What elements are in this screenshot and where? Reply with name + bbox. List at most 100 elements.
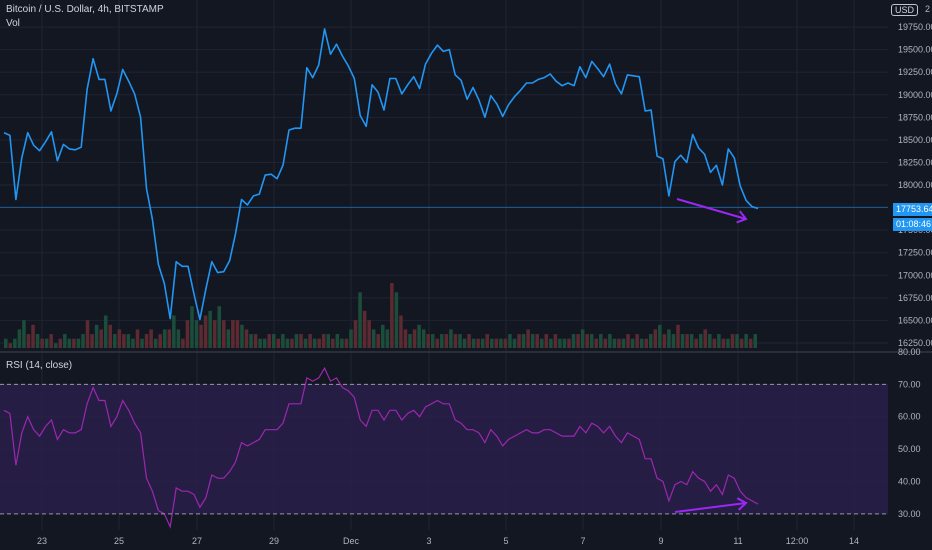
- volume-bar: [76, 338, 81, 348]
- volume-bar: [694, 338, 698, 348]
- volume-bar: [621, 338, 626, 348]
- volume-bar: [226, 329, 231, 348]
- price-arrow-head: [736, 210, 748, 224]
- volume-bar: [444, 334, 449, 348]
- volume-bar: [549, 338, 553, 348]
- volume-bar: [235, 320, 240, 348]
- volume-bar: [535, 334, 539, 348]
- rsi-line: [3, 366, 759, 529]
- volume-bar: [612, 338, 617, 348]
- volume-bar: [585, 334, 589, 348]
- volume-bar: [753, 334, 757, 348]
- volume-bar: [403, 329, 408, 348]
- volume-bar: [462, 338, 467, 348]
- volume-bar: [299, 334, 303, 348]
- volume-bar: [49, 334, 53, 348]
- volume-bar: [471, 338, 476, 348]
- volume-bar: [430, 334, 435, 348]
- volume-bar: [276, 338, 281, 348]
- volume-bar: [162, 329, 167, 348]
- volume-bar: [558, 338, 562, 348]
- volume-bar: [608, 334, 612, 348]
- volume-bar: [103, 315, 108, 348]
- volume-bar: [371, 329, 376, 348]
- volume-bar: [31, 324, 35, 348]
- currency-button[interactable]: USD: [890, 4, 918, 16]
- volume-bar: [81, 334, 85, 348]
- volume-bar: [639, 338, 644, 348]
- volume-bar: [217, 306, 222, 348]
- volume-bar: [553, 334, 558, 348]
- volume-bar: [58, 338, 63, 348]
- volume-bar: [539, 338, 544, 348]
- volume-bar: [508, 334, 512, 348]
- volume-bar: [735, 334, 739, 348]
- volume-bar: [281, 334, 285, 348]
- rsi-series: [3, 366, 759, 529]
- volume-bar: [635, 334, 639, 348]
- volume-bar: [249, 334, 253, 348]
- price-tick-label: 16250.00: [898, 338, 932, 348]
- volume-bar: [517, 334, 521, 348]
- volume-bar: [153, 338, 158, 348]
- volume-bar: [194, 320, 199, 348]
- volume-bar: [680, 334, 685, 348]
- volume-bar: [435, 338, 440, 348]
- volume-bar: [503, 338, 508, 348]
- volume-bar: [113, 334, 117, 348]
- rsi-tick-label: 30.00: [898, 509, 921, 519]
- volume-bar: [253, 334, 258, 348]
- price-tick-label: 17000.00: [898, 270, 932, 280]
- price-arrow: [676, 198, 747, 220]
- volume-bar: [285, 338, 290, 348]
- volume-bar: [208, 310, 212, 348]
- rsi-legend[interactable]: RSI (14, close): [6, 360, 73, 371]
- volume-bar: [290, 338, 294, 348]
- rsi-tick-label: 40.00: [898, 476, 921, 486]
- volume-bar: [676, 324, 680, 348]
- volume-bar: [212, 320, 217, 348]
- volume-bar: [4, 338, 8, 348]
- volume-bar: [671, 334, 676, 348]
- last-price-tag: 17753.64: [893, 203, 932, 216]
- volume-bar: [667, 329, 671, 348]
- volume-bar: [117, 329, 122, 348]
- volume-bar: [476, 338, 480, 348]
- volume-bar: [408, 334, 412, 348]
- volume-bar: [394, 292, 399, 348]
- rsi-level-lines: [0, 383, 888, 515]
- volume-bar: [26, 334, 31, 348]
- rsi-tick-label: 50.00: [898, 444, 921, 454]
- volume-bar: [440, 334, 444, 348]
- volume-bar: [721, 338, 726, 348]
- volume-bar: [653, 329, 658, 348]
- volume-bar: [99, 329, 103, 348]
- volume-bar: [748, 338, 753, 348]
- volume-bar: [358, 292, 362, 348]
- volume-bar: [467, 334, 471, 348]
- volume-bar: [485, 334, 490, 348]
- volume-bar: [580, 329, 585, 348]
- volume-bar: [562, 338, 567, 348]
- price-tick-label: 18000.00: [898, 180, 932, 190]
- volume-bar: [335, 334, 340, 348]
- volume-bar: [571, 334, 576, 348]
- volume-bar: [399, 315, 403, 348]
- volume-bar: [172, 315, 176, 348]
- volume-bar: [231, 320, 235, 348]
- volume-bar: [417, 324, 421, 348]
- volume-bar: [303, 338, 308, 348]
- price-tick-label: 18500.00: [898, 135, 932, 145]
- volume-bar: [703, 329, 708, 348]
- rsi-arrow: [674, 502, 747, 513]
- price-series: [3, 28, 759, 321]
- volume-bar: [744, 334, 748, 348]
- volume-legend[interactable]: Vol: [6, 18, 20, 29]
- volume-bar: [490, 338, 494, 348]
- volume-bar: [262, 338, 267, 348]
- volume-bar: [135, 329, 140, 348]
- volume-bar: [385, 329, 390, 348]
- volume-bar: [67, 338, 72, 348]
- volume-bar: [340, 338, 344, 348]
- volume-bar: [698, 334, 703, 348]
